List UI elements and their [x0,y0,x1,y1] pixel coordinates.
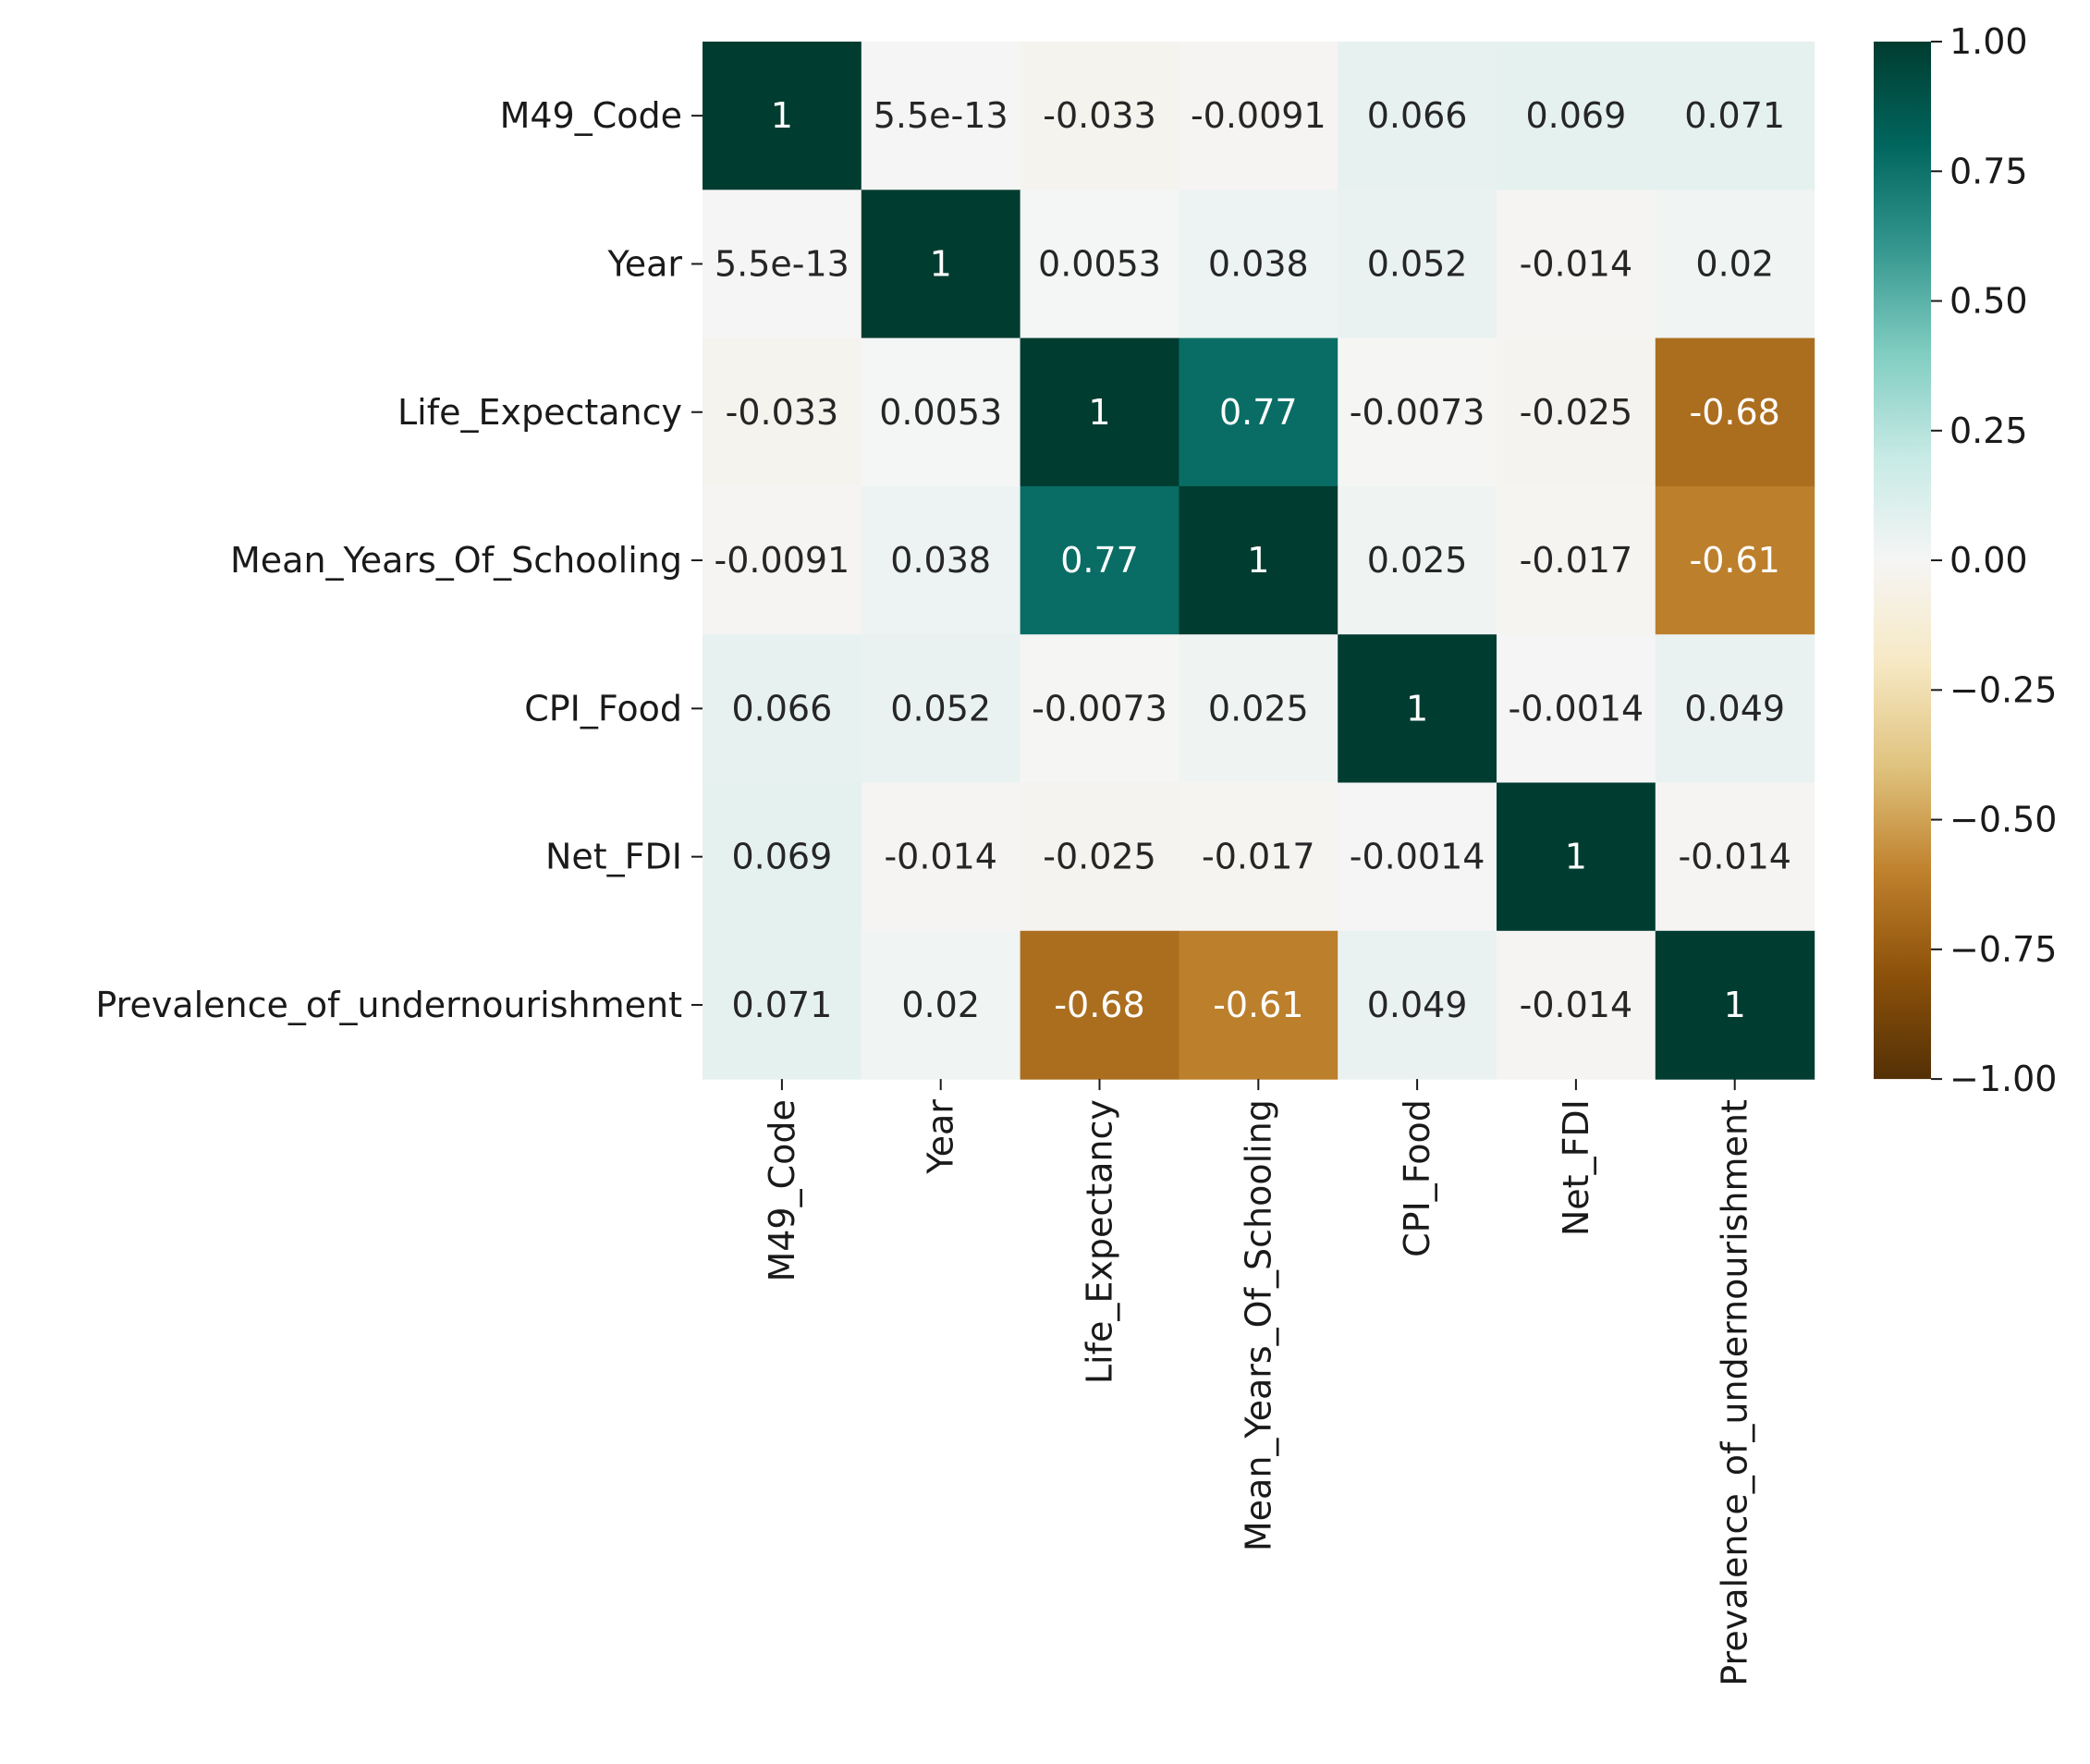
cell-value-label: 0.038 [1208,243,1309,284]
cell-value-label: -0.68 [1054,985,1144,1025]
cell-value-label: 1 [1406,688,1428,729]
cell-value-label: 0.038 [890,540,991,581]
cell-value-label: 0.052 [890,688,991,729]
cell-value-label: -0.0014 [1509,688,1644,729]
colorbar-tick-label: 0.25 [1949,410,2028,451]
cell-value-label: 0.052 [1367,243,1468,284]
cell-value-label: 0.071 [1684,95,1785,136]
cell-value-label: -0.017 [1520,540,1633,581]
cell-value-label: 0.066 [732,688,833,729]
colorbar-tick-label: −0.75 [1949,929,2057,970]
y-tick-label-prevalence-of-undernourishment: Prevalence_of_undernourishment [95,985,682,1025]
cell-value-label: 0.025 [1367,540,1468,581]
cell-value-label: -0.014 [1520,985,1633,1025]
cell-value-label: 0.77 [1219,392,1298,433]
y-tick-label-year: Year [607,243,683,284]
cell-value-label: 0.071 [732,985,833,1025]
cell-value-label: 0.049 [1684,688,1785,729]
colorbar-tick-label: −0.50 [1949,800,2057,840]
cell-value-label: -0.0091 [1191,95,1326,136]
cell-value-label: -0.61 [1213,985,1303,1025]
y-tick-label-m49-code: M49_Code [500,95,682,136]
colorbar-tick-label: 1.00 [1949,21,2028,62]
x-axis: M49_Code Year Life_Expectancy Mean_Years_Of… [762,1079,1755,1686]
colorbar-tick-label: 0.50 [1949,281,2028,322]
cell-value-label: -0.014 [1520,243,1633,284]
cell-value-label: 1 [1565,837,1587,877]
cell-value-label: -0.0073 [1032,688,1167,729]
x-tick-label-year: Year [921,1099,961,1175]
cell-value-label: 0.77 [1060,540,1139,581]
cell-value-label: 0.0053 [1038,243,1161,284]
y-tick-label-mean-years-of-schooling: Mean_Years_Of_Schooling [230,540,682,581]
cell-value-label: 0.0053 [879,392,1002,433]
cell-value-label: 1 [1088,392,1110,433]
colorbar-gradient [1874,42,1931,1079]
y-tick-label-net-fdi: Net_FDI [545,837,682,877]
cell-value-label: 1 [771,95,793,136]
colorbar-tick-label: 0.00 [1949,540,2028,581]
x-tick-label-mean-years-of-schooling: Mean_Years_Of_Schooling [1238,1099,1278,1551]
cell-value-label: -0.0073 [1350,392,1485,433]
cell-value-label: 0.025 [1208,688,1309,729]
cell-value-label: 1 [930,243,952,284]
cell-value-label: -0.014 [1678,837,1791,877]
cell-value-label: -0.025 [1520,392,1633,433]
y-tick-label-cpi-food: CPI_Food [524,688,682,729]
cell-value-label: 5.5e-13 [874,95,1008,136]
y-axis: M49_Code Year Life_Expectancy Mean_Years_Of… [95,95,703,1025]
colorbar-tick-label: −1.00 [1949,1059,2057,1099]
colorbar: 1.00 0.75 0.50 0.25 0.00 −0.25 −0.50 −0.75 −1.00 [1874,21,2057,1099]
cell-value-label: 0.02 [1695,243,1774,284]
x-tick-label-m49-code: M49_Code [762,1099,802,1281]
cell-value-label: 0.066 [1367,95,1468,136]
colorbar-tick-label: −0.25 [1949,669,2057,710]
cell-value-label: 1 [1247,540,1269,581]
cell-value-label: 1 [1724,985,1746,1025]
cell-value-label: -0.0091 [715,540,850,581]
cell-value-label: -0.68 [1690,392,1780,433]
cell-value-label: 5.5e-13 [715,243,849,284]
cell-value-label: 0.02 [901,985,980,1025]
colorbar-tick-label: 0.75 [1949,151,2028,191]
cell-value-label: -0.61 [1690,540,1780,581]
cell-value-label: -0.033 [726,392,839,433]
x-tick-label-cpi-food: CPI_Food [1397,1099,1437,1257]
cell-value-label: -0.033 [1043,95,1156,136]
cell-value-label: -0.014 [884,837,997,877]
cell-value-label: 0.049 [1367,985,1468,1025]
cell-value-label: -0.025 [1043,837,1156,877]
cell-value-label: -0.017 [1202,837,1315,877]
x-tick-label-net-fdi: Net_FDI [1556,1099,1596,1236]
cell-value-label: -0.0014 [1350,837,1485,877]
cell-value-label: 0.069 [1526,95,1627,136]
cell-value-label: 0.069 [732,837,833,877]
y-tick-label-life-expectancy: Life_Expectancy [397,392,682,433]
x-tick-label-life-expectancy: Life_Expectancy [1080,1099,1120,1384]
x-tick-label-prevalence-of-undernourishment: Prevalence_of_undernourishment [1715,1099,1755,1686]
